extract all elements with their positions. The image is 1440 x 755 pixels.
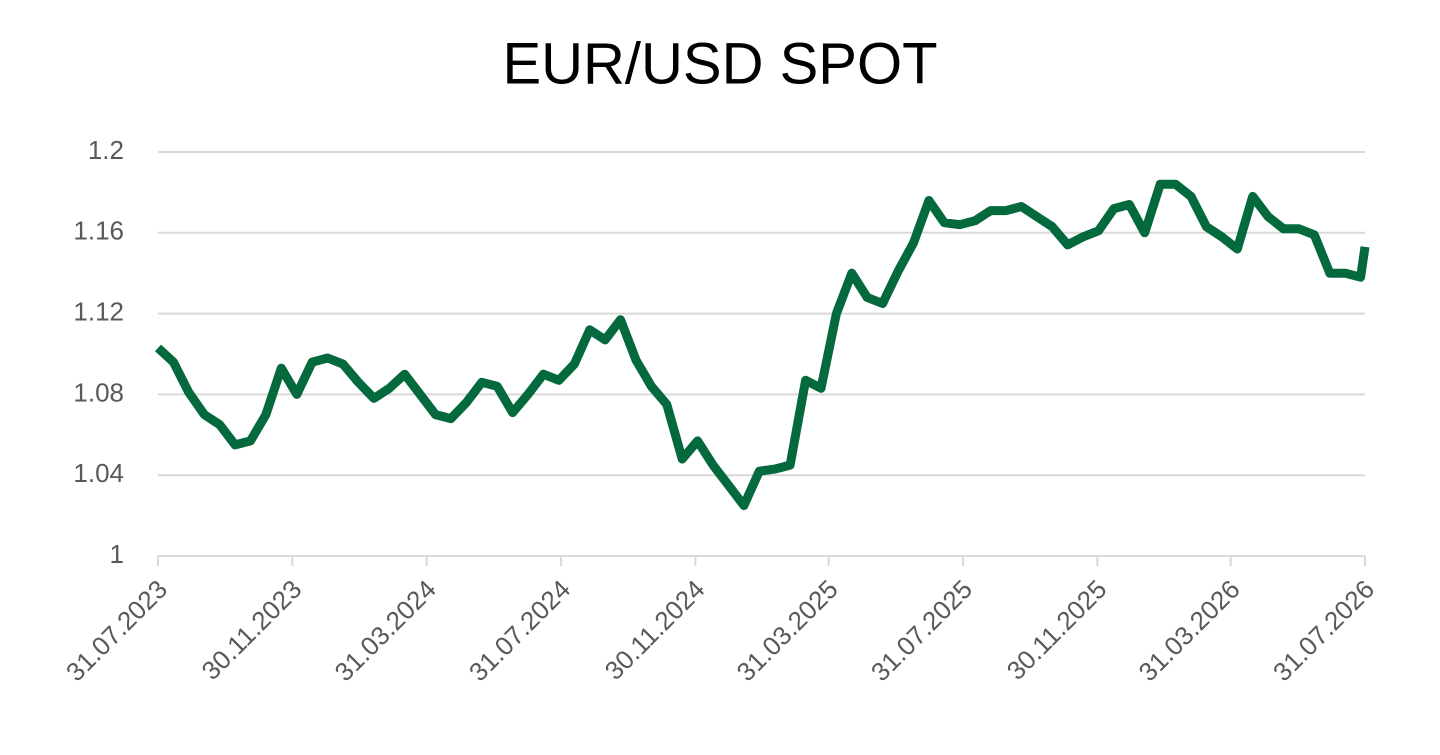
line-series xyxy=(154,179,1370,510)
x-tick-label: 31.07.2023 xyxy=(60,574,173,687)
y-tick-label: 1.2 xyxy=(88,135,124,165)
y-tick-label: 1 xyxy=(110,539,124,569)
x-tick-label: 31.03.2026 xyxy=(1133,574,1246,687)
y-tick-label: 1.08 xyxy=(73,377,124,407)
x-tick-label: 30.11.2024 xyxy=(599,574,711,686)
x-tick-label: 30.11.2025 xyxy=(1001,574,1113,686)
y-tick-label: 1.16 xyxy=(73,216,124,246)
x-tick-label: 31.07.2024 xyxy=(463,574,576,687)
x-tick-label: 31.03.2024 xyxy=(329,574,442,687)
x-tick-label: 31.03.2025 xyxy=(731,574,844,687)
x-tick-label: 31.07.2025 xyxy=(865,574,978,687)
y-tick-label: 1.04 xyxy=(73,458,124,488)
chart-title: EUR/USD SPOT xyxy=(502,31,937,96)
y-tick-label: 1.12 xyxy=(73,296,124,326)
x-tick-label: 31.07.2026 xyxy=(1267,574,1380,687)
x-tick-label: 30.11.2023 xyxy=(196,574,308,686)
